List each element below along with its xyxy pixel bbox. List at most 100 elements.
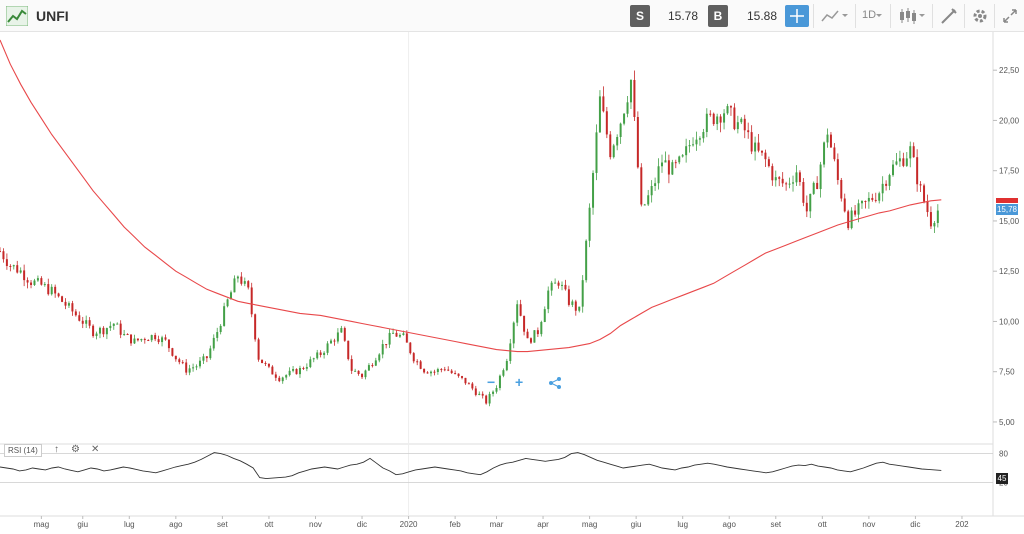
x-tick-label: nov	[862, 520, 875, 529]
candle-body	[736, 122, 739, 130]
zoom-out-icon[interactable]: −	[487, 374, 496, 390]
candle-body	[429, 371, 432, 374]
draw-icon[interactable]	[938, 5, 960, 27]
gear-icon[interactable]	[970, 5, 990, 27]
sell-price[interactable]: 15.78	[667, 9, 698, 23]
candle-body	[312, 358, 315, 360]
candle-body	[540, 321, 543, 335]
candle-body	[47, 284, 50, 295]
y-tick-label: 15,00	[999, 217, 1020, 226]
candle-body	[657, 166, 660, 184]
last-price-tag: 15,78	[996, 204, 1018, 215]
buy-button[interactable]: B	[708, 5, 728, 27]
candle-body	[929, 212, 932, 227]
candle-body	[102, 327, 105, 335]
candle-body	[533, 330, 536, 343]
candle-body	[319, 352, 322, 355]
candle-body	[740, 118, 743, 123]
arrow-up-icon[interactable]: ↑	[54, 444, 59, 455]
gear-icon[interactable]: ⚙	[71, 444, 80, 455]
candle-body	[574, 301, 577, 311]
candle-body	[371, 365, 374, 367]
candle-body	[895, 161, 898, 165]
candle-body	[505, 361, 508, 371]
toolbar-divider	[813, 4, 814, 28]
x-tick-label: ago	[169, 520, 183, 529]
share-icon[interactable]	[548, 376, 562, 390]
candle-body	[805, 202, 808, 212]
candle-body	[481, 393, 484, 396]
x-tick-label: ago	[723, 520, 737, 529]
instrument-symbol[interactable]: UNFI	[36, 8, 69, 24]
candle-body	[902, 158, 905, 166]
candle-body	[536, 330, 539, 335]
candle-body	[364, 370, 367, 378]
candle-body	[36, 278, 39, 281]
candle-body	[878, 193, 881, 201]
candle-body	[871, 197, 874, 200]
buy-price[interactable]: 15.88	[746, 9, 777, 23]
candle-body	[674, 162, 677, 164]
zoom-in-icon[interactable]: +	[515, 374, 524, 390]
toolbar-divider	[964, 4, 965, 28]
candle-body	[30, 282, 33, 285]
close-icon[interactable]: ✕	[91, 444, 100, 455]
candle-body	[626, 102, 629, 114]
candle-body	[692, 144, 695, 146]
candle-body	[202, 356, 205, 361]
candle-body	[209, 348, 212, 359]
x-tick-label: feb	[450, 520, 462, 529]
candle-body	[257, 339, 260, 360]
rsi-panel: 8020	[0, 450, 1008, 487]
candle-body	[343, 328, 346, 341]
candle-body	[695, 139, 698, 145]
candle-body	[523, 315, 526, 332]
candle-body	[836, 159, 839, 180]
candle-body	[247, 281, 250, 288]
candle-body	[774, 177, 777, 181]
candle-body	[154, 335, 157, 340]
candle-body	[426, 372, 429, 374]
candle-body	[795, 172, 798, 183]
candle-body	[350, 359, 353, 371]
candle-body	[395, 332, 398, 337]
rsi-indicator-label[interactable]: RSI (14)	[4, 444, 42, 457]
expand-icon[interactable]	[1000, 5, 1020, 27]
sell-button[interactable]: S	[630, 5, 650, 27]
candle-body	[233, 278, 236, 293]
chart-type-icon[interactable]	[820, 5, 850, 27]
y-tick-label: 22,50	[999, 66, 1020, 75]
candle-body	[512, 322, 515, 344]
timeframe-selector[interactable]: 1D	[862, 9, 877, 21]
y-tick-label: 10,00	[999, 317, 1020, 326]
toolbar-divider	[994, 4, 995, 28]
candle-body	[547, 290, 550, 310]
candle-body	[230, 292, 233, 300]
candle-body	[812, 182, 815, 194]
candle-body	[98, 327, 101, 334]
candle-body	[667, 160, 670, 175]
candles-icon[interactable]	[897, 5, 927, 27]
candle-body	[174, 355, 177, 360]
chevron-down-icon[interactable]	[874, 5, 884, 27]
candle-body	[23, 270, 26, 281]
candle-body	[823, 142, 826, 165]
candle-body	[78, 315, 81, 321]
price-chart[interactable]: 22,50 20,00 17,50 15,00 12,50 10,00 7,50 5,00 8…	[0, 32, 1024, 534]
x-tick-label: apr	[537, 520, 549, 529]
candle-body	[261, 359, 264, 364]
candle-body	[616, 137, 619, 146]
candle-body	[492, 391, 495, 394]
x-tick-label: ott	[818, 520, 828, 529]
candle-body	[850, 210, 853, 229]
candle-body	[226, 299, 229, 307]
candle-body	[750, 132, 753, 152]
candle-body	[567, 289, 570, 305]
candle-body	[881, 183, 884, 194]
candle-body	[5, 259, 8, 266]
crosshair-icon[interactable]	[785, 5, 809, 27]
candle-body	[254, 314, 257, 340]
candle-body	[392, 332, 395, 334]
candle-body	[860, 200, 863, 204]
candle-body	[67, 303, 70, 306]
